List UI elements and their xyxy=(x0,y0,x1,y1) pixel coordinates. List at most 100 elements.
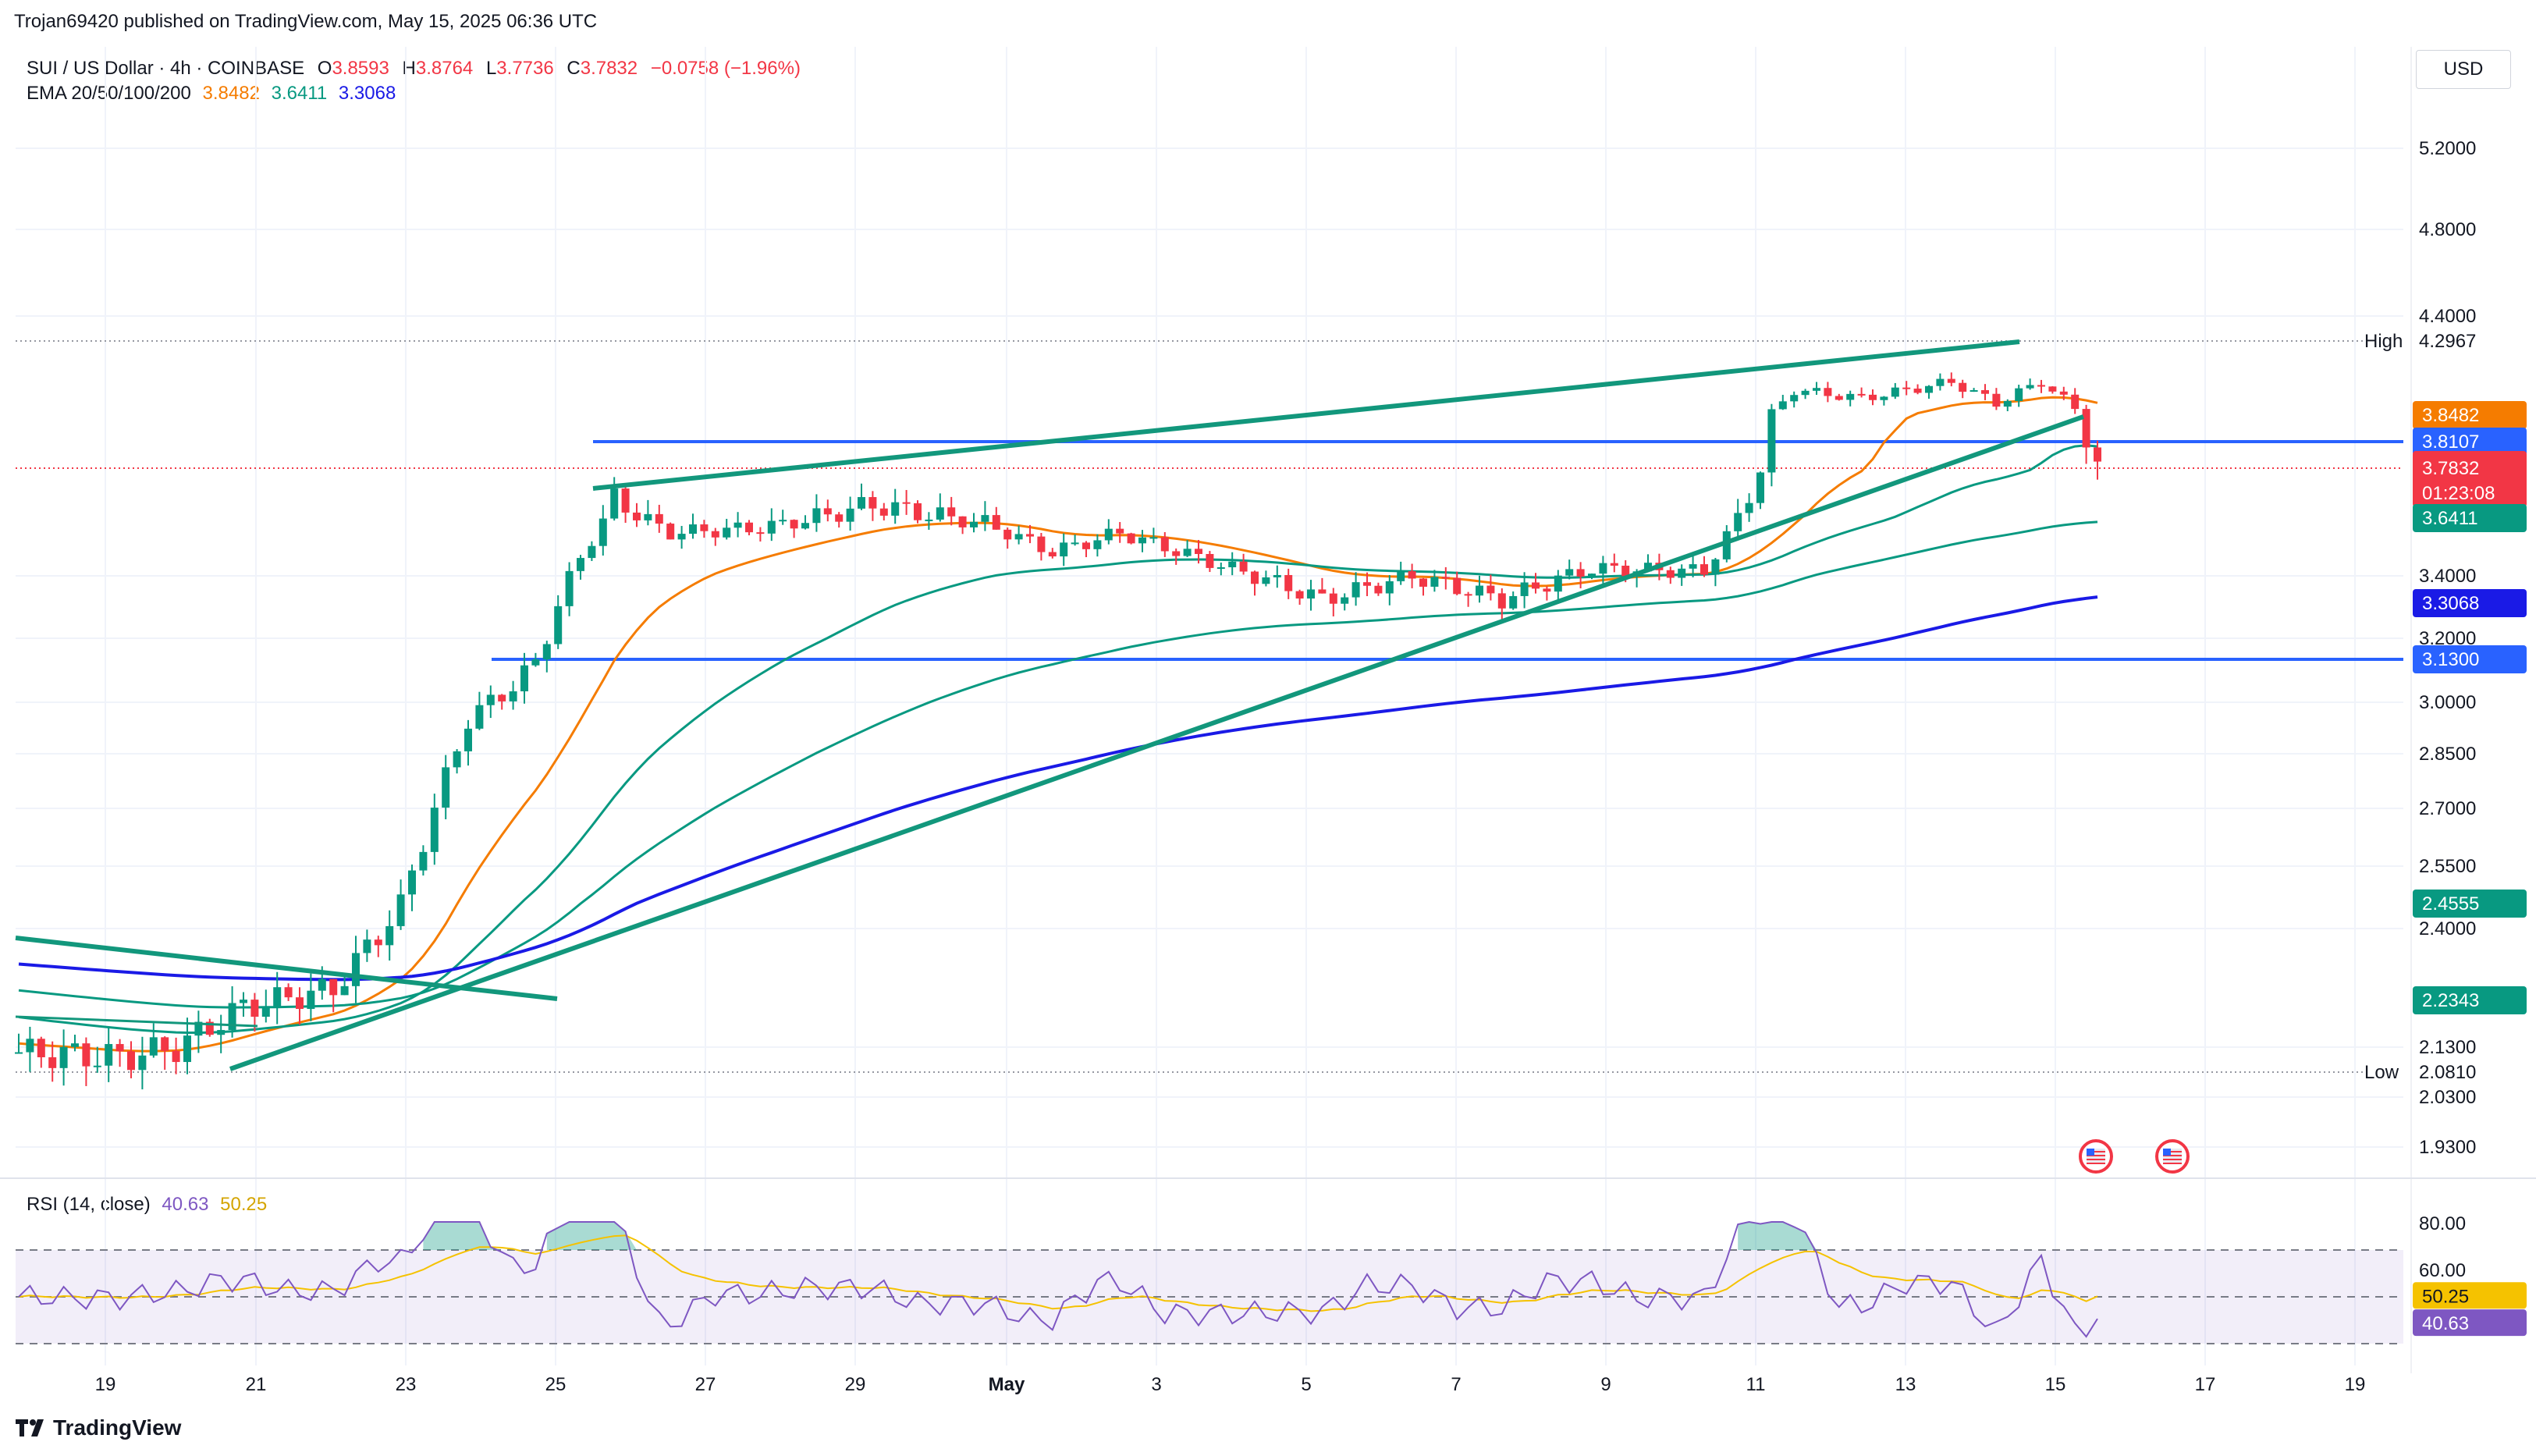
candle xyxy=(1745,493,1753,522)
price-tick-label: 2.8500 xyxy=(2419,744,2476,765)
candle xyxy=(1060,533,1068,566)
candle-body xyxy=(879,508,888,516)
price-tick-label: 2.7000 xyxy=(2419,798,2476,819)
candle-body xyxy=(1239,561,1248,572)
flag-canton xyxy=(2163,1149,2171,1156)
candle xyxy=(1228,552,1237,576)
candle-body xyxy=(48,1056,57,1068)
candle xyxy=(2048,385,2057,394)
candle xyxy=(1913,384,1922,395)
candle xyxy=(554,595,563,649)
candle xyxy=(1486,574,1495,601)
candle xyxy=(2003,399,2012,411)
candle-body xyxy=(745,522,753,533)
candle xyxy=(1992,388,2001,410)
candle-body xyxy=(284,987,293,998)
candle xyxy=(1206,551,1214,573)
rsi-value-box xyxy=(2413,1309,2527,1337)
candle-body xyxy=(498,694,506,701)
flag-canton xyxy=(2087,1149,2094,1156)
candle-body xyxy=(633,512,641,520)
candle-body xyxy=(15,1052,23,1054)
currency-button[interactable]: USD xyxy=(2416,50,2511,89)
tradingview-logo[interactable]: TradingView xyxy=(14,1415,181,1440)
rsi-pane: 80.00 60.00 50.25 40.63 xyxy=(16,1213,2527,1344)
candle xyxy=(2015,385,2023,407)
candle xyxy=(1711,557,1720,587)
ema-legend[interactable]: EMA 20/50/100/200 3.8482 3.6411 3.3068 xyxy=(27,83,396,105)
candle-body xyxy=(1969,390,1978,392)
ema20-line xyxy=(18,396,2098,1053)
candle-body xyxy=(858,497,865,509)
candle-body xyxy=(1048,552,1057,557)
candle xyxy=(1385,574,1394,605)
candle-body xyxy=(2048,386,2057,392)
candle-body xyxy=(565,570,574,606)
candle xyxy=(1441,566,1450,590)
candle-body xyxy=(1722,531,1731,559)
candle xyxy=(1497,588,1506,621)
price-tick-label: 2.5500 xyxy=(2419,856,2476,877)
candle-body xyxy=(1160,537,1169,552)
candle-body xyxy=(1228,561,1237,568)
rsi-legend[interactable]: RSI (14, close) 40.63 50.25 xyxy=(27,1194,267,1216)
rsi-line xyxy=(18,1220,2098,1338)
candle xyxy=(1104,519,1113,545)
candle xyxy=(644,499,652,526)
candle xyxy=(779,510,787,525)
candle-body xyxy=(1801,390,1810,396)
candle xyxy=(970,513,978,533)
candle-body xyxy=(846,508,854,522)
time-tick-label: 29 xyxy=(845,1374,866,1395)
candle-body xyxy=(1835,396,1843,400)
candle-body xyxy=(217,1030,226,1035)
candle-body xyxy=(1565,569,1574,576)
candle-body xyxy=(318,978,326,991)
candle xyxy=(240,992,247,1017)
candle-body xyxy=(790,520,798,529)
candle-body xyxy=(1734,513,1742,531)
candle-body xyxy=(1711,559,1720,575)
candle-body xyxy=(891,502,900,516)
candle-body xyxy=(925,519,933,521)
candle-body xyxy=(1824,388,1832,396)
candle xyxy=(296,987,304,1025)
candle xyxy=(1003,527,1012,549)
candle xyxy=(1689,555,1697,577)
candle xyxy=(509,680,517,710)
candle-body xyxy=(1947,378,1955,383)
candle xyxy=(1216,562,1225,576)
price-label-hline: 3.8107 xyxy=(2422,431,2479,453)
price-label-box xyxy=(2413,890,2527,918)
candle-body xyxy=(1509,595,1518,609)
time-tick-label: 23 xyxy=(396,1374,417,1395)
candle-body xyxy=(1149,537,1158,539)
candle-body xyxy=(374,939,382,946)
candle-body xyxy=(1453,577,1462,595)
time-tick-label: 5 xyxy=(1301,1374,1311,1395)
candle-body xyxy=(1913,389,1922,393)
low-label: L xyxy=(485,58,497,79)
candle-body xyxy=(1599,563,1607,574)
candle xyxy=(1857,387,1866,398)
trend-lines xyxy=(15,339,2084,1071)
candle xyxy=(711,527,719,546)
last-price-label: 3.7832 xyxy=(2422,458,2479,479)
candle xyxy=(756,527,765,542)
candle-body xyxy=(1925,385,1933,393)
candle-body xyxy=(958,516,967,527)
candle-body xyxy=(194,1021,203,1036)
price-label-box xyxy=(2413,428,2527,456)
candle-body xyxy=(1700,564,1708,575)
candle-body xyxy=(1497,593,1506,609)
candle-body xyxy=(1195,549,1202,555)
candle-body xyxy=(127,1051,135,1071)
candle xyxy=(1295,589,1304,605)
candle-body xyxy=(105,1044,113,1066)
candle-body xyxy=(2015,388,2023,401)
candle xyxy=(947,496,956,526)
candle-body xyxy=(1790,395,1799,402)
candle xyxy=(565,562,574,616)
candle xyxy=(1149,527,1158,544)
